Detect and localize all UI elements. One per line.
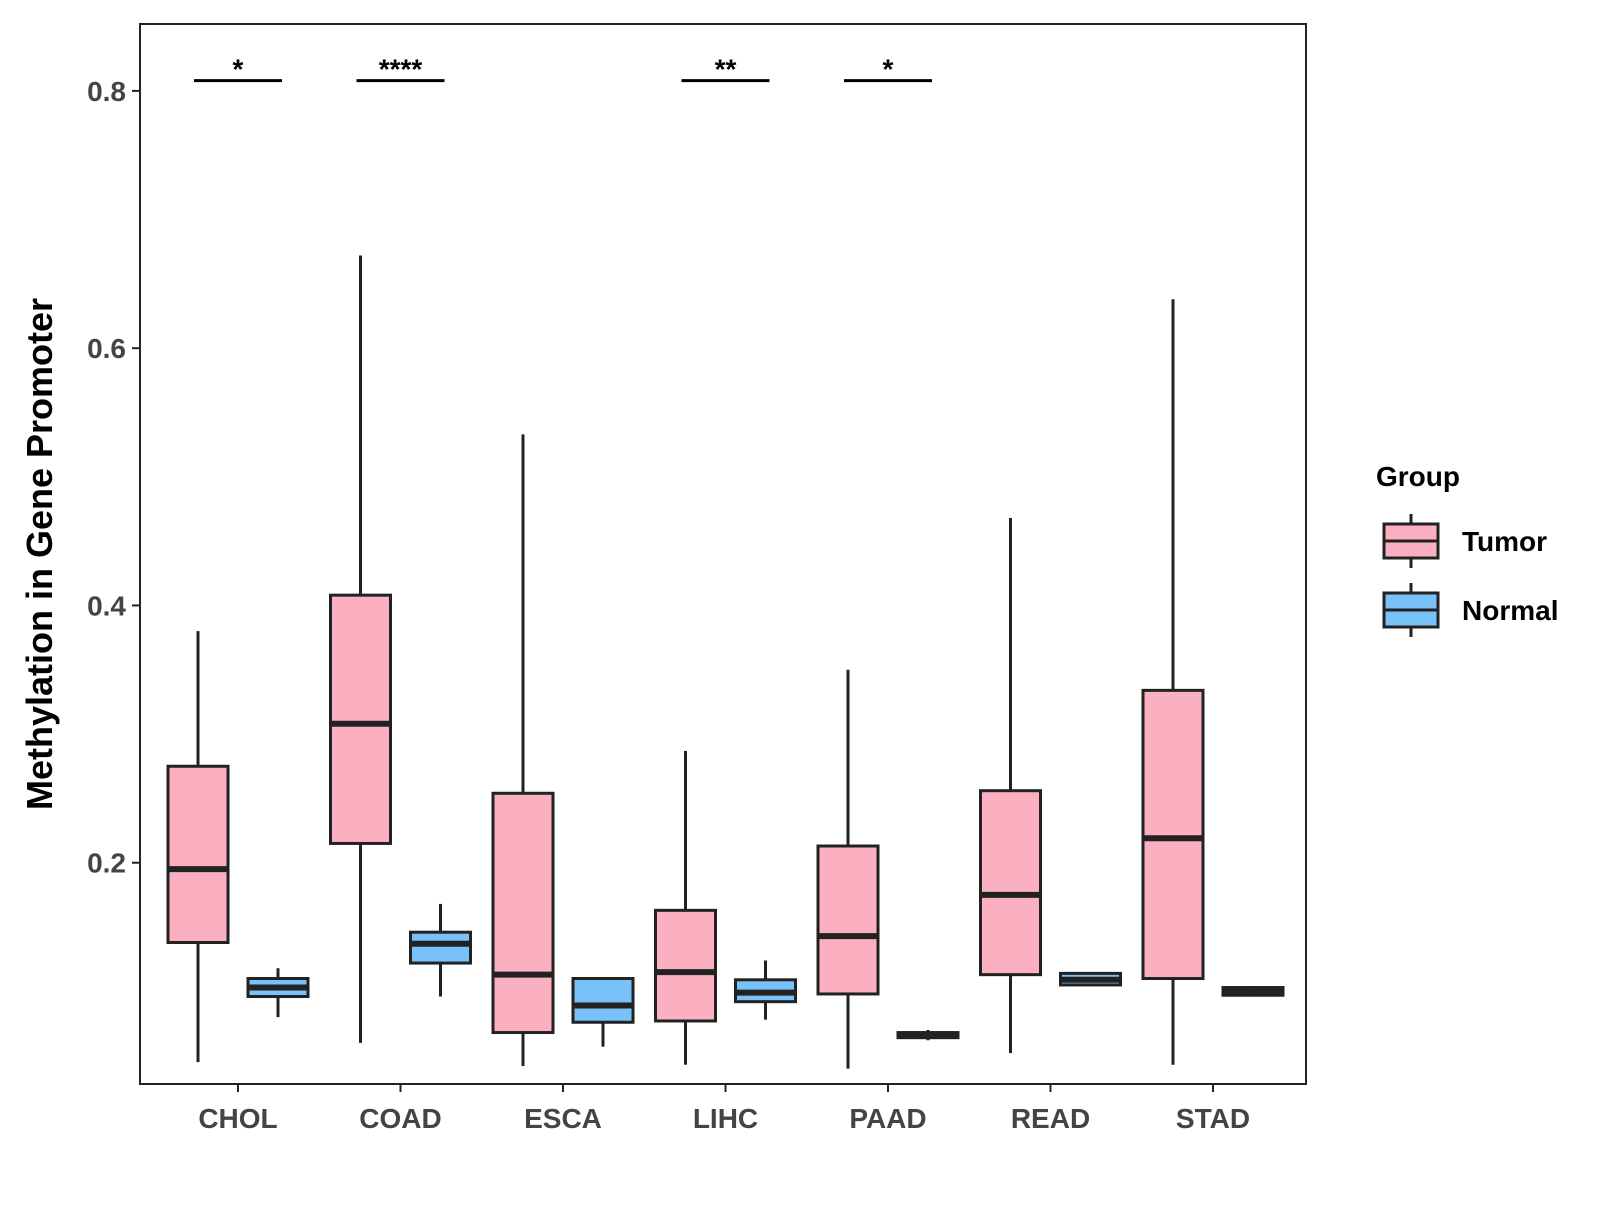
box-normal-chol bbox=[246, 968, 310, 1018]
x-tick-label: CHOL bbox=[198, 1103, 277, 1134]
significance-label: ** bbox=[715, 54, 737, 85]
x-tick-label: READ bbox=[1011, 1103, 1090, 1134]
x-tick-label: PAAD bbox=[849, 1103, 926, 1134]
box-body bbox=[816, 844, 880, 996]
significance-paad: * bbox=[844, 54, 932, 85]
y-axis-title: Methylation in Gene Promoter bbox=[19, 298, 60, 810]
box-normal-stad bbox=[1221, 986, 1285, 997]
box-normal-paad bbox=[896, 1029, 960, 1041]
x-tick-label: COAD bbox=[359, 1103, 441, 1134]
y-axis: 0.2 0.4 0.6 0.8 bbox=[87, 76, 140, 879]
box-tumor-paad bbox=[816, 669, 880, 1069]
legend: Group Tumor Normal bbox=[1376, 461, 1558, 637]
y-tick-label: 0.8 bbox=[87, 76, 126, 107]
x-tick-label: ESCA bbox=[524, 1103, 602, 1134]
box-body bbox=[654, 908, 717, 1023]
box-tumor-lihc bbox=[654, 750, 717, 1065]
box-body bbox=[979, 789, 1042, 977]
boxes-layer bbox=[166, 255, 1285, 1069]
significance-lihc: ** bbox=[681, 54, 770, 85]
box-body bbox=[1141, 688, 1205, 981]
box-body bbox=[491, 791, 555, 1035]
legend-item-normal: Normal bbox=[1382, 583, 1558, 637]
significance-chol: * bbox=[194, 54, 282, 85]
box-normal-lihc bbox=[734, 960, 797, 1020]
plot-panel-border bbox=[139, 23, 1307, 1085]
box-normal-read bbox=[1059, 971, 1122, 987]
y-tick-label: 0.2 bbox=[87, 848, 126, 879]
y-tick-label: 0.4 bbox=[87, 590, 126, 621]
significance-layer: * **** ** * bbox=[194, 54, 932, 85]
legend-item-tumor: Tumor bbox=[1382, 514, 1547, 568]
legend-label: Tumor bbox=[1462, 526, 1547, 557]
significance-label: * bbox=[233, 54, 244, 85]
legend-entries: Tumor Normal bbox=[1382, 514, 1558, 637]
box-body bbox=[409, 930, 472, 965]
significance-coad: **** bbox=[356, 54, 445, 85]
significance-label: * bbox=[883, 54, 894, 85]
box-body bbox=[571, 977, 635, 1024]
box-tumor-read bbox=[979, 517, 1042, 1054]
box-body bbox=[166, 764, 230, 944]
box-tumor-coad bbox=[329, 255, 392, 1043]
box-tumor-esca bbox=[491, 434, 555, 1066]
x-tick-label: LIHC bbox=[693, 1103, 758, 1134]
legend-title: Group bbox=[1376, 461, 1460, 492]
x-tick-label: STAD bbox=[1176, 1103, 1250, 1134]
legend-label: Normal bbox=[1462, 595, 1558, 626]
x-axis: CHOL COAD ESCA LIHC PAAD READ STAD bbox=[198, 1084, 1250, 1134]
y-tick-label: 0.6 bbox=[87, 333, 126, 364]
box-body bbox=[329, 593, 392, 845]
box-normal-coad bbox=[409, 903, 472, 997]
box-normal-esca bbox=[571, 977, 635, 1047]
box-tumor-chol bbox=[166, 631, 230, 1063]
box-tumor-stad bbox=[1141, 299, 1205, 1065]
significance-label: **** bbox=[379, 54, 423, 85]
